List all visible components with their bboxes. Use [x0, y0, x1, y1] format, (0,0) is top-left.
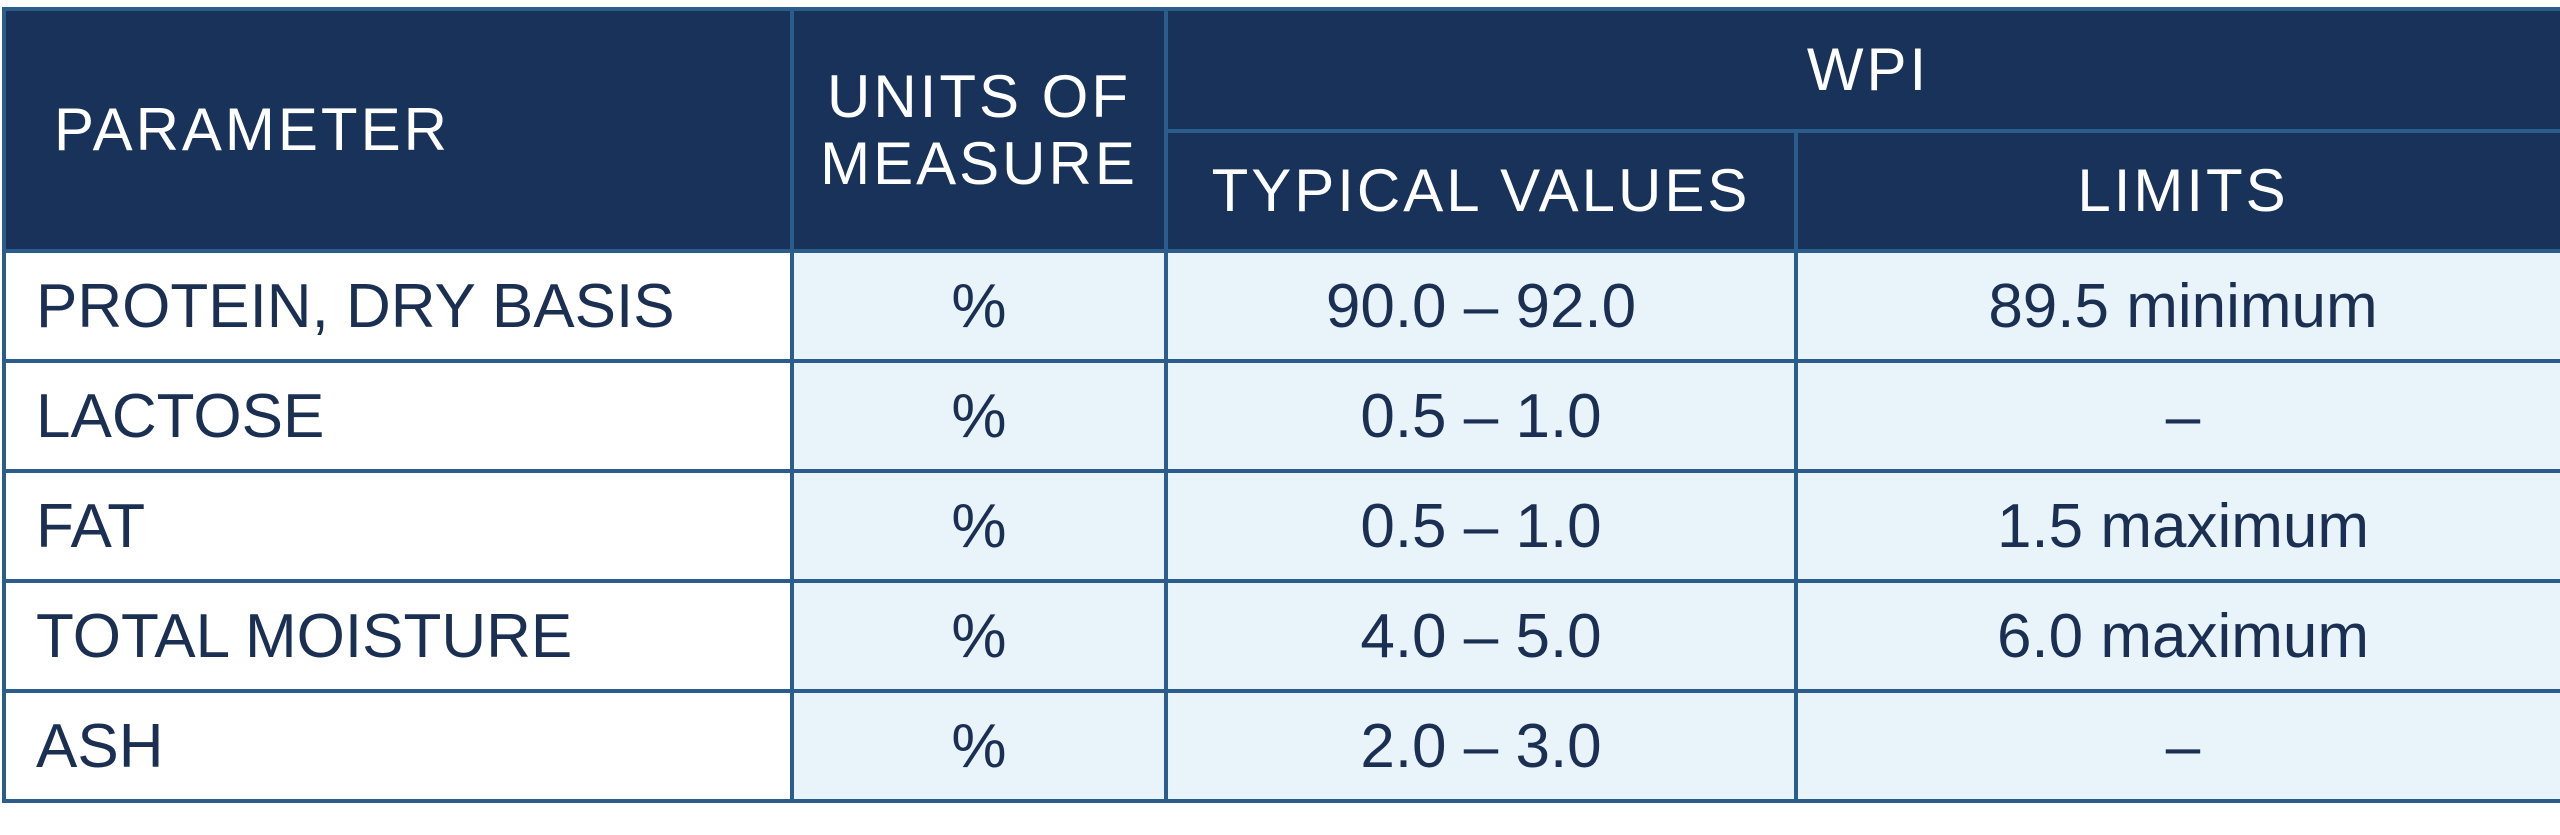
row-limit: –: [1793, 359, 2560, 473]
table-row: FAT % 0.5 – 1.0 1.5 maximum: [2, 469, 2560, 583]
row-parameter: FAT: [2, 469, 794, 583]
row-typical-value: 4.0 – 5.0: [1164, 579, 1798, 693]
row-unit: %: [790, 469, 1168, 583]
header-units-of-measure: UNITS OF MEASURE: [790, 7, 1168, 253]
table-row: TOTAL MOISTURE % 4.0 – 5.0 6.0 maximum: [2, 579, 2560, 693]
row-unit: %: [790, 689, 1168, 803]
row-parameter: TOTAL MOISTURE: [2, 579, 794, 693]
row-unit: %: [790, 579, 1168, 693]
row-typical-value: 0.5 – 1.0: [1164, 469, 1798, 583]
row-typical-value: 2.0 – 3.0: [1164, 689, 1798, 803]
row-unit: %: [790, 359, 1168, 473]
row-limit: –: [1793, 689, 2560, 803]
header-typical-values: TYPICAL VALUES: [1164, 129, 1798, 253]
row-parameter: ASH: [2, 689, 794, 803]
row-limit: 1.5 maximum: [1793, 469, 2560, 583]
table-row: PROTEIN, DRY BASIS % 90.0 – 92.0 89.5 mi…: [2, 249, 2560, 363]
header-wpi-group: WPI: [1163, 7, 2560, 133]
row-typical-value: 90.0 – 92.0: [1164, 249, 1798, 363]
row-parameter: LACTOSE: [2, 359, 794, 473]
header-row-2: TYPICAL VALUES LIMITS: [4, 129, 2560, 253]
row-limit: 89.5 minimum: [1793, 249, 2560, 363]
row-limit: 6.0 maximum: [1793, 579, 2560, 693]
header-units-line1: UNITS OF: [827, 62, 1131, 130]
table-row: LACTOSE % 0.5 – 1.0 –: [2, 359, 2560, 473]
header-limits: LIMITS: [1793, 129, 2560, 253]
specification-table: PARAMETER UNITS OF MEASURE WPI TYPICAL V…: [2, 7, 2560, 803]
header-units-line2: MEASURE: [820, 130, 1138, 197]
row-parameter: PROTEIN, DRY BASIS: [2, 249, 794, 363]
row-unit: %: [790, 249, 1168, 363]
header-parameter: PARAMETER: [2, 7, 794, 253]
table-row: ASH % 2.0 – 3.0 –: [2, 689, 2560, 803]
row-typical-value: 0.5 – 1.0: [1164, 359, 1798, 473]
header-row-1: PARAMETER UNITS OF MEASURE WPI: [2, 7, 2560, 253]
